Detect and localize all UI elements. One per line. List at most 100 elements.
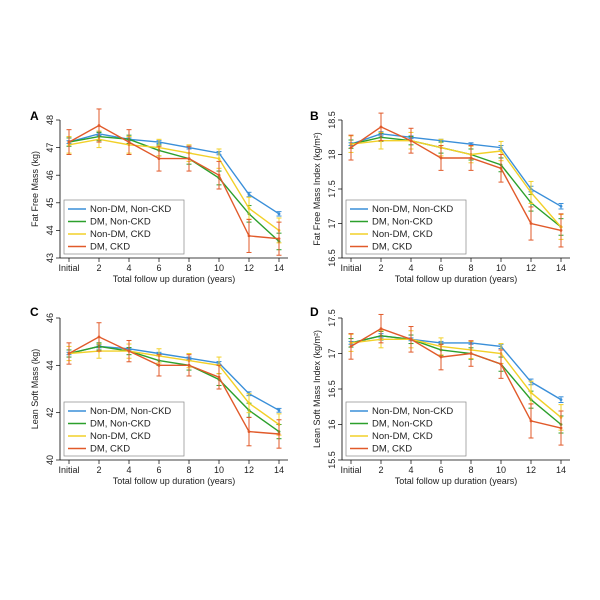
y-tick-label: 18 — [327, 149, 337, 159]
legend-label: Non-DM, CKD — [90, 229, 151, 240]
chart-panel-b: B 16.5 17 17.5 18 18.5 Initial 2 4 6 8 10 12 14 Total … — [310, 109, 570, 284]
x-tick-label: 12 — [244, 263, 254, 273]
data-point — [247, 430, 251, 433]
data-point — [559, 229, 563, 232]
x-tick-label: 4 — [126, 263, 131, 273]
data-point — [439, 156, 443, 160]
data-point — [409, 139, 413, 143]
x-tick-label: Initial — [340, 465, 361, 475]
series-line — [350, 338, 562, 418]
x-tick-label: 4 — [126, 465, 131, 475]
y-tick-label: 15.5 — [327, 451, 337, 469]
data-point — [127, 349, 131, 353]
data-point — [157, 363, 161, 367]
data-point — [247, 234, 251, 238]
series-3 — [66, 108, 282, 256]
series-line — [68, 135, 280, 242]
y-tick-label: 17 — [327, 218, 337, 228]
data-point — [247, 193, 251, 196]
legend-label: DM, CKD — [90, 242, 130, 253]
x-tick-label: 2 — [96, 263, 101, 273]
series-3 — [66, 322, 282, 449]
data-point — [97, 335, 101, 339]
x-tick-label: 14 — [556, 263, 566, 273]
y-tick-label: 47 — [45, 143, 55, 153]
data-point — [469, 142, 473, 146]
data-point — [247, 401, 251, 405]
x-tick-label: 2 — [378, 465, 383, 475]
legend-label: Non-DM, CKD — [372, 431, 433, 442]
data-point — [187, 157, 191, 161]
x-tick-label: 10 — [214, 263, 224, 273]
data-point — [499, 362, 503, 366]
x-tick-label: 4 — [408, 263, 413, 273]
series-3 — [348, 112, 564, 248]
series-line — [68, 133, 280, 215]
data-point — [499, 166, 503, 170]
legend-label: Non-DM, Non-CKD — [90, 406, 171, 417]
data-point — [217, 173, 221, 177]
x-tick-label: 10 — [496, 465, 506, 475]
y-tick-label: 48 — [45, 115, 55, 125]
y-tick-label: 45 — [45, 198, 55, 208]
x-axis-title: Total follow up duration (years) — [113, 476, 236, 486]
legend-label: Non-DM, Non-CKD — [90, 204, 171, 215]
data-point — [217, 375, 221, 379]
x-tick-label: 2 — [96, 465, 101, 475]
data-point — [247, 206, 251, 210]
data-point — [277, 212, 281, 216]
y-tick-label: 42 — [45, 408, 55, 418]
x-tick-label: Initial — [58, 465, 79, 475]
x-tick-label: 14 — [274, 465, 284, 475]
y-axis-title: Fat Free Mass (kg) — [30, 151, 40, 227]
data-point — [277, 432, 281, 436]
data-point — [439, 355, 443, 359]
series-line — [350, 139, 562, 228]
series-line — [68, 336, 280, 435]
y-axis-title: Fat Free Mass Index (kg/m²) — [312, 132, 322, 246]
y-tick-label: 17.5 — [327, 309, 337, 327]
panel-letter: B — [310, 109, 319, 123]
x-tick-label: 12 — [244, 465, 254, 475]
y-tick-label: 44 — [45, 225, 55, 235]
x-axis-title: Total follow up duration (years) — [113, 274, 236, 284]
y-tick-label: 40 — [45, 455, 55, 465]
legend-label: Non-DM, Non-CKD — [372, 204, 453, 215]
x-tick-label: 12 — [526, 465, 536, 475]
data-point — [469, 352, 473, 355]
panel-letter: D — [310, 305, 319, 319]
series-line — [68, 138, 280, 231]
data-point — [349, 345, 353, 348]
x-tick-label: 8 — [468, 263, 473, 273]
y-tick-label: 16.5 — [327, 380, 337, 398]
data-point — [277, 408, 281, 412]
data-point — [97, 124, 101, 127]
legend-label: DM, Non-CKD — [372, 419, 433, 430]
x-tick-label: 6 — [156, 465, 161, 475]
legend-label: DM, CKD — [90, 444, 130, 455]
x-tick-label: Initial — [58, 263, 79, 273]
legend-label: Non-DM, CKD — [90, 431, 151, 442]
x-axis-title: Total follow up duration (years) — [395, 476, 518, 486]
legend-label: DM, CKD — [372, 444, 412, 455]
x-tick-label: 8 — [468, 465, 473, 475]
data-point — [559, 204, 563, 208]
x-tick-label: 14 — [274, 263, 284, 273]
x-tick-label: 12 — [526, 263, 536, 273]
data-point — [127, 140, 131, 144]
legend-label: DM, CKD — [372, 242, 412, 253]
data-point — [529, 222, 533, 225]
data-point — [349, 146, 353, 150]
data-point — [529, 419, 533, 423]
x-tick-label: 10 — [214, 465, 224, 475]
y-tick-label: 17 — [327, 348, 337, 358]
panel-letter: C — [30, 305, 39, 319]
data-point — [379, 125, 383, 129]
y-tick-label: 43 — [45, 253, 55, 263]
